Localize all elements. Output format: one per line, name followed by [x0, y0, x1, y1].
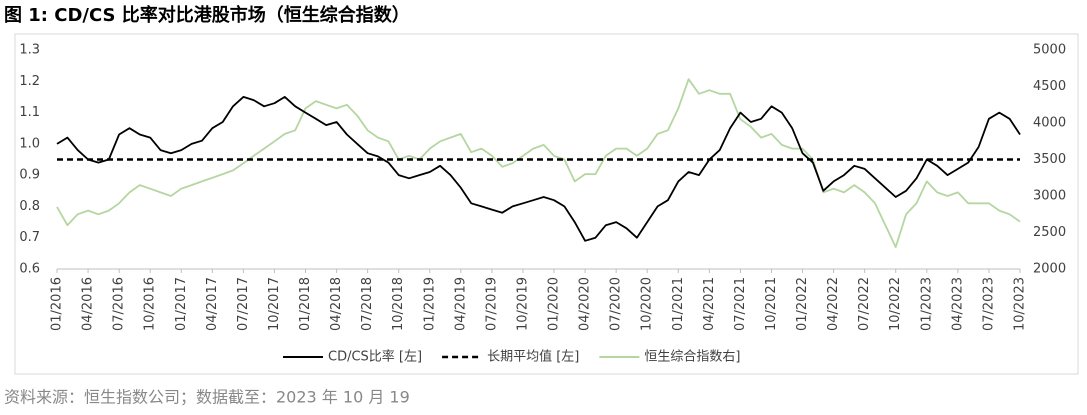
- y2-tick-label: 2500: [1033, 225, 1066, 240]
- x-tick-label: 07/2016: [112, 277, 127, 331]
- x-tick-label: 04/2022: [826, 277, 841, 331]
- y-tick-label: 0.8: [19, 199, 40, 214]
- y2-tick-label: 5000: [1033, 43, 1066, 58]
- x-tick-label: 07/2023: [981, 277, 996, 331]
- y-tick-label: 1.0: [19, 136, 40, 151]
- x-tick-label: 07/2017: [236, 277, 251, 331]
- y2-tick-label: 4000: [1033, 116, 1066, 131]
- x-tick-label: 01/2019: [422, 277, 437, 331]
- x-tick-label: 10/2023: [1013, 277, 1028, 331]
- x-tick-label: 10/2018: [391, 277, 406, 331]
- x-tick-label: 01/2018: [298, 277, 313, 331]
- x-tick-label: 07/2020: [609, 277, 624, 331]
- y2-tick-label: 4500: [1033, 79, 1066, 94]
- x-tick-label: 07/2018: [360, 277, 375, 331]
- legend-label: CD/CS比率 [左]: [328, 349, 422, 365]
- legend-label: 恒生综合指数右]: [644, 350, 740, 365]
- y-tick-label: 1.3: [19, 43, 40, 58]
- chart-title: 图 1: CD/CS 比率对比港股市场（恒生综合指数）: [4, 4, 410, 26]
- series-line: [56, 96, 1021, 242]
- x-tick-label: 01/2016: [50, 277, 65, 331]
- y-tick-label: 1.2: [19, 74, 40, 89]
- y2-tick-label: 3000: [1033, 189, 1066, 204]
- y-tick-label: 0.6: [19, 262, 40, 277]
- y-tick-label: 0.9: [19, 168, 40, 183]
- y2-tick-label: 3500: [1033, 152, 1066, 167]
- x-tick-label: 01/2021: [671, 277, 686, 331]
- source-note: 资料来源：恒生指数公司；数据截至：2023 年 10 月 19: [4, 388, 410, 407]
- x-tick-label: 04/2023: [950, 277, 965, 331]
- x-tick-label: 10/2020: [640, 277, 655, 331]
- x-tick-label: 04/2020: [578, 277, 593, 331]
- x-tick-label: 01/2023: [919, 277, 934, 331]
- x-tick-label: 04/2018: [329, 277, 344, 331]
- x-tick-label: 10/2022: [888, 277, 903, 331]
- x-tick-label: 10/2019: [515, 277, 530, 331]
- x-tick-label: 04/2016: [81, 277, 96, 331]
- y-tick-label: 0.7: [19, 230, 40, 245]
- y2-tick-label: 2000: [1033, 262, 1066, 277]
- chart-frame: [14, 33, 1079, 375]
- x-tick-label: 01/2020: [547, 277, 562, 331]
- x-tick-label: 10/2017: [267, 277, 282, 331]
- x-tick-label: 10/2016: [143, 277, 158, 331]
- x-tick-label: 04/2017: [205, 277, 220, 331]
- x-tick-label: 07/2021: [733, 277, 748, 331]
- legend-label: 长期平均值 [左]: [487, 349, 579, 365]
- x-tick-label: 07/2022: [857, 277, 872, 331]
- x-tick-label: 10/2021: [764, 277, 779, 331]
- y-tick-label: 1.1: [19, 105, 40, 120]
- series-line: [56, 78, 1021, 248]
- x-tick-label: 04/2019: [453, 277, 468, 331]
- x-tick-label: 01/2022: [795, 277, 810, 331]
- x-tick-label: 07/2019: [484, 277, 499, 331]
- x-tick-label: 01/2017: [174, 277, 189, 331]
- x-tick-label: 04/2021: [702, 277, 717, 331]
